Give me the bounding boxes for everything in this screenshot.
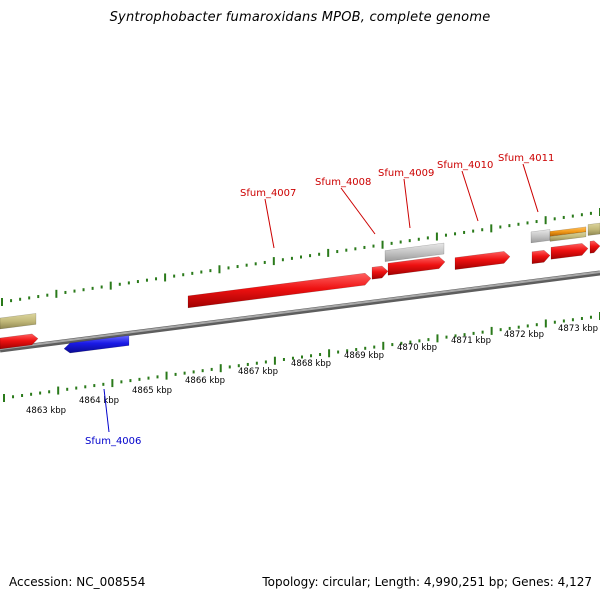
outer-tick-row [1,208,600,306]
backbone [0,270,600,353]
kbp-tick-label: 4865 kbp [132,386,172,396]
kbp-tick-label: 4872 kbp [504,330,544,340]
kbp-tick-label: 4866 kbp [185,376,225,386]
genome-summary-text: Topology: circular; Length: 4,990,251 bp… [262,575,592,589]
olive-feature-left[interactable] [0,313,37,330]
sfum-4010-label[interactable]: Sfum_4010 [437,160,493,171]
grey-feature-a[interactable] [530,229,551,244]
kbp-tick-label: 4867 kbp [238,367,278,377]
sfum-4010-leader-line [461,170,479,222]
red-cds-left[interactable] [0,333,39,350]
sfum-4006-label[interactable]: Sfum_4006 [85,436,141,447]
red-cds-b[interactable] [550,243,589,260]
red-cds-sfum-4007[interactable] [187,272,372,309]
gene-label-layer: Sfum_4006Sfum_4007Sfum_4008Sfum_4009Sfum… [85,153,554,447]
kbp-tick-label: 4869 kbp [344,351,384,361]
accession-text: Accession: NC_008554 [9,575,146,589]
kbp-tick-label: 4870 kbp [397,343,437,353]
red-cds-sfum-4011[interactable] [531,249,551,265]
sfum-4011-label[interactable]: Sfum_4011 [498,153,554,164]
feature-track [0,222,600,354]
sfum-4009-label[interactable]: Sfum_4009 [378,168,434,179]
kbp-tick-label: 4871 kbp [451,336,491,346]
red-cds-sfum-4008[interactable] [371,265,389,280]
sfum-4008-label[interactable]: Sfum_4008 [315,177,371,188]
map-title: Syntrophobacter fumaroxidans MPOB, compl… [109,10,491,25]
kbp-tick-label: 4873 kbp [558,324,598,334]
sfum-4007-leader-line [264,198,275,249]
kbp-tick-label: 4868 kbp [291,359,331,369]
olive-feature-c[interactable] [587,222,600,236]
sfum-4007-label[interactable]: Sfum_4007 [240,188,296,199]
inner-tick-row: 4863 kbp 4864 kbp 4865 kbp 4866 kbp 4867 kbp… [3,312,600,416]
sfum-4011-leader-line [522,163,539,213]
red-cds-c[interactable] [589,240,600,254]
kbp-tick-label: 4863 kbp [26,406,66,416]
sfum-4008-leader-line [340,187,376,235]
sfum-4006-leader-line [103,388,110,433]
olive-feature-b[interactable] [549,231,587,242]
red-cds-sfum-4010[interactable] [454,251,511,270]
kbp-tick-label: 4864 kbp [79,396,119,406]
blue-cds-sfum-4006[interactable] [63,335,130,354]
red-cds-sfum-4009[interactable] [387,256,446,276]
grey-feature-sfum-4009[interactable] [384,242,445,262]
sfum-4009-leader-line [403,178,411,229]
